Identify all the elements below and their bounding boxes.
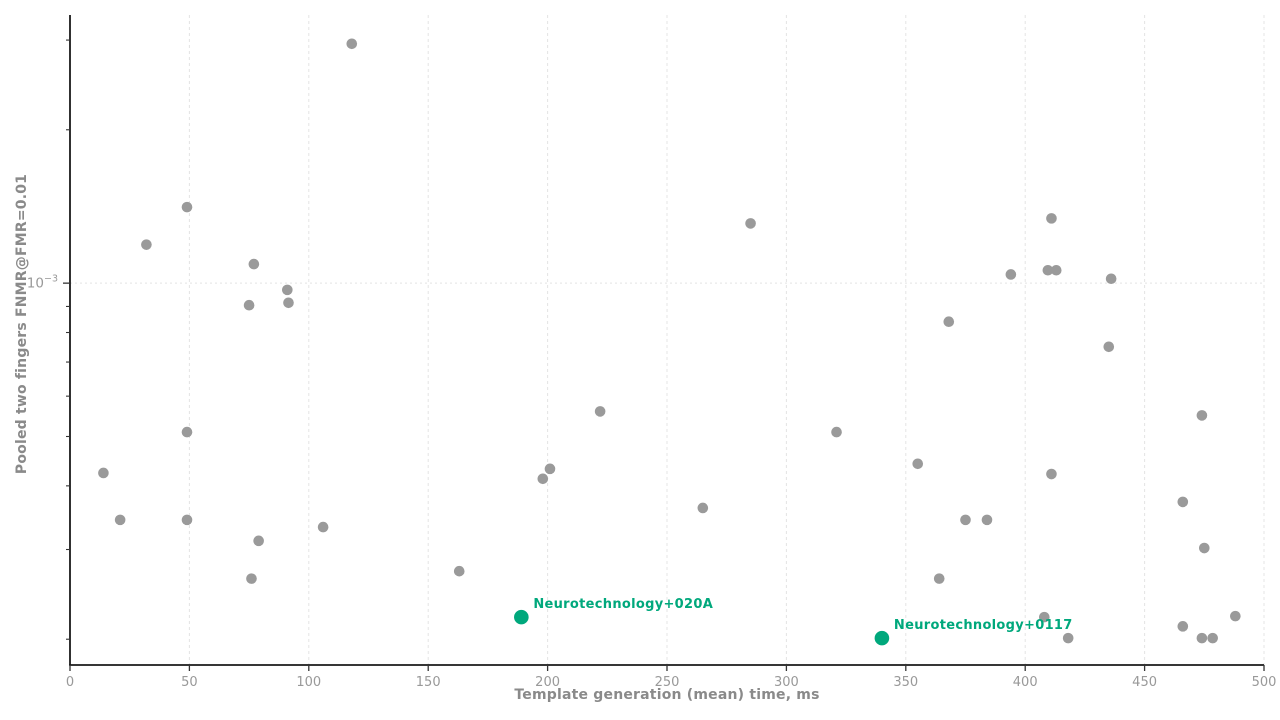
scatter-point [1046, 468, 1057, 480]
scatter-point [283, 297, 294, 309]
scatter-point [141, 239, 152, 250]
scatter-point [1062, 632, 1074, 644]
x-tick-label: 350 [893, 675, 918, 690]
scatter-point [114, 514, 126, 526]
scatter-point [1105, 273, 1117, 285]
scatter-point [181, 426, 193, 438]
y-tick-label: 10−3 [27, 274, 58, 292]
scatter-point [253, 535, 264, 547]
x-tick-label: 200 [535, 675, 560, 690]
x-tick-label: 450 [1132, 675, 1157, 690]
scatter-point [1177, 496, 1189, 508]
highlighted-scatter-point [874, 630, 890, 646]
x-tick-label: 0 [66, 675, 74, 690]
scatter-point [960, 514, 971, 526]
scatter-point [1177, 621, 1189, 632]
x-tick-label: 500 [1252, 675, 1277, 690]
scatter-point [1230, 610, 1241, 622]
scatter-point [933, 573, 945, 584]
scatter-point [1196, 632, 1208, 644]
scatter-point [537, 473, 549, 485]
scatter-point [912, 458, 924, 470]
highlighted-point-label: Neurotechnology+020A [533, 597, 713, 612]
scatter-point [1196, 410, 1208, 421]
scatter-point [346, 38, 358, 50]
scatter-point [243, 299, 255, 311]
scatter-point [1005, 269, 1017, 280]
scatter-point [246, 573, 257, 584]
x-axis-label: Template generation (mean) time, ms [514, 687, 820, 703]
scatter-point [317, 521, 329, 533]
scatter-point [181, 514, 193, 526]
x-tick-label: 100 [296, 675, 321, 690]
x-tick-label: 400 [1013, 675, 1038, 690]
scatter-point [594, 406, 606, 417]
scatter-point [181, 201, 193, 213]
scatter-point [453, 565, 465, 577]
scatter-point [1103, 341, 1115, 353]
scatter-point [943, 316, 955, 328]
scatter-point [831, 426, 842, 438]
scatter-point [1050, 264, 1062, 276]
scatter-point [282, 284, 293, 296]
x-tick-label: 150 [416, 675, 441, 690]
scatter-point [1042, 264, 1054, 276]
highlighted-scatter-point [514, 609, 529, 625]
x-tick-label: 50 [181, 675, 198, 690]
scatter-point [1039, 611, 1050, 623]
y-axis-label: Pooled two fingers FNMR@FMR=0.01 [14, 173, 30, 475]
scatter-point [544, 463, 556, 475]
scatter-point [745, 218, 756, 229]
scatter-point [248, 258, 260, 270]
scatter-point [98, 467, 109, 479]
scatter-point [1207, 632, 1218, 644]
scatter-point [1046, 213, 1057, 224]
scatter-point [697, 502, 709, 514]
x-tick-label: 250 [655, 675, 680, 690]
x-tick-label: 300 [774, 675, 799, 690]
scatter-point [1199, 542, 1210, 554]
highlighted-point-label: Neurotechnology+0117 [894, 618, 1073, 633]
scatter-point [981, 514, 993, 526]
